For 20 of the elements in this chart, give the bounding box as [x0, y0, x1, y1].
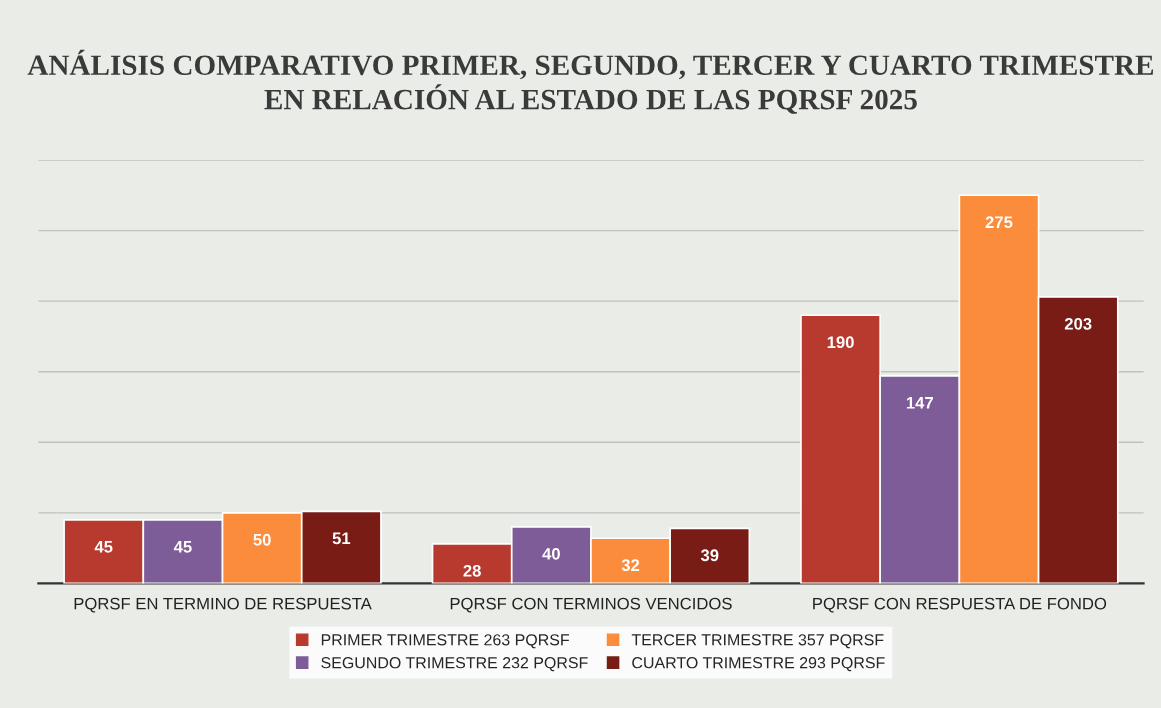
data-label: 50	[253, 533, 271, 546]
data-label: 190	[827, 336, 854, 349]
x-tick-label: PQRSF CON TERMINOS VENCIDOS	[450, 597, 732, 613]
data-label: 40	[542, 547, 560, 560]
x-tick-label: PQRSF CON RESPUESTA DE FONDO	[813, 597, 1107, 613]
chart-title: ANÁLISIS COMPARATIVO PRIMER, SEGUNDO, TERCER Y CUARTO TRIMESTRE EN RELACIÓN AL ESTADO DE LAS PQRSF 2025	[27, 49, 1154, 114]
data-label: 28	[463, 564, 481, 577]
x-tick-label: PQRSF EN TERMINO DE RESPUESTA	[74, 597, 372, 613]
data-label: 203	[1064, 317, 1092, 330]
legend-label: SEGUNDO TRIMESTRE 232 PQRSF	[321, 657, 588, 672]
data-label: 275	[985, 216, 1013, 229]
data-label: 32	[621, 559, 640, 572]
legend-label: CUARTO TRIMESTRE 293 PQRSF	[632, 657, 885, 672]
data-label: 45	[94, 541, 113, 553]
legend-label: PRIMER TRIMESTRE 263 PQRSF	[321, 634, 570, 649]
legend-label: TERCER TRIMESTRE 357 PQRSF	[631, 634, 884, 649]
data-label: 147	[906, 397, 933, 409]
data-label: 39	[700, 549, 719, 562]
data-label: 45	[173, 541, 192, 553]
data-label: 51	[332, 532, 351, 545]
